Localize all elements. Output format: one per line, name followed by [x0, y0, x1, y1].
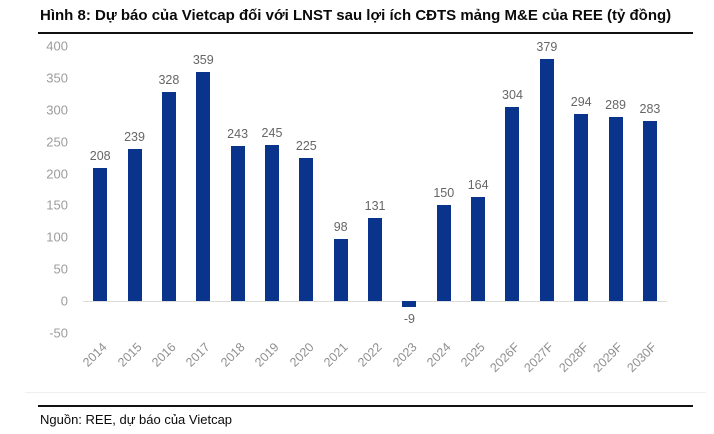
bar-value-label: 359 [192, 53, 214, 68]
bar-slot: 304 [495, 46, 529, 333]
bar [436, 205, 451, 302]
bar [608, 116, 623, 302]
x-tick-label: 2025 [458, 340, 489, 370]
x-slot: 2015 [114, 333, 151, 395]
x-tick-label: 2023 [389, 340, 420, 370]
bar-slot: 243 [220, 46, 254, 333]
bar-value-label: 131 [364, 198, 386, 213]
bar [333, 238, 348, 302]
bar-value-label: 289 [605, 97, 626, 112]
x-tick-label: 2020 [286, 340, 317, 370]
bar-slot: 379 [530, 40, 564, 333]
x-slot: 2019 [252, 333, 289, 395]
x-tick-label: 2016 [149, 340, 179, 370]
bar-value-label: 208 [89, 149, 111, 164]
x-axis-line [83, 301, 667, 303]
x-slot: 2018 [217, 333, 254, 395]
x-tick-label: 2014 [80, 340, 111, 370]
x-slot: 2022 [355, 333, 392, 395]
x-slot: 2023 [389, 333, 426, 395]
bar [642, 120, 657, 302]
bar [471, 196, 486, 302]
source-note: Nguồn: REE, dự báo của Vietcap [40, 412, 233, 427]
bar [505, 107, 520, 302]
bar [161, 91, 176, 302]
x-slot: 2016 [149, 333, 186, 395]
y-tick-label: 350 [46, 70, 68, 86]
bar-value-label: 164 [467, 177, 489, 192]
x-tick-label: 2019 [252, 340, 282, 370]
y-tick-label: 0 [60, 293, 68, 309]
y-tick-label: -50 [49, 325, 68, 341]
y-axis: 400 350 300 250 200 150 100 50 0 -50 [0, 39, 68, 341]
title-divider [38, 32, 693, 34]
bar [230, 146, 245, 302]
bar-slot: 289 [598, 46, 632, 333]
bar-slot: 164 [461, 46, 495, 333]
x-slot: 2021 [321, 333, 358, 395]
y-tick-label: 200 [46, 166, 68, 182]
bar [264, 144, 279, 302]
y-tick-label: 50 [53, 261, 68, 277]
x-tick-label: 2018 [217, 340, 248, 370]
bar-slot: 239 [117, 46, 151, 333]
x-tick-label: 2021 [321, 340, 351, 370]
bar-value-label: 239 [124, 129, 145, 144]
bar-value-label: 225 [295, 138, 317, 153]
bar-value-label: 328 [158, 72, 180, 87]
y-tick-label: 250 [46, 134, 68, 150]
bar [368, 217, 383, 302]
chart-bottom-edge [25, 392, 706, 393]
bar-slot: 283 [633, 46, 667, 333]
bar-slot: 245 [255, 46, 289, 333]
x-slot: 2017 [183, 333, 220, 395]
footer-divider [38, 405, 693, 407]
y-tick-label: 300 [46, 102, 68, 118]
y-tick-label: 400 [46, 38, 68, 54]
x-slot: 2024 [424, 333, 461, 395]
x-tick-label: 2022 [355, 340, 385, 370]
bar [539, 59, 554, 302]
x-tick-label: 2024 [424, 340, 454, 370]
bar [196, 72, 211, 302]
bar [299, 157, 314, 302]
bar-value-label: 245 [261, 125, 283, 140]
x-axis: 2014 2015 2016 2017 2018 2019 2020 2021 2022 2023… [80, 333, 667, 395]
bar-slot: 294 [564, 46, 598, 333]
x-slot: 2030F [625, 333, 667, 395]
bar-slot: 225 [289, 46, 323, 333]
bar-slot: 98 [324, 46, 358, 333]
figure-title: Hình 8: Dự báo của Vietcap đối với LNST … [40, 7, 672, 24]
bar [574, 113, 589, 302]
bar-value-label: 294 [570, 94, 592, 109]
bar-slot: 208 [83, 46, 117, 333]
bar-value-label: 150 [433, 186, 455, 201]
bar-value-label: 304 [502, 88, 523, 103]
bar-slot: -9 [392, 46, 426, 333]
bar [93, 168, 108, 302]
bar-value-label: 283 [639, 101, 661, 116]
y-tick-label: 100 [46, 229, 68, 245]
y-tick-label: 150 [46, 197, 68, 213]
bar-slot: 328 [152, 46, 186, 333]
bar-value-label: 243 [227, 127, 249, 142]
x-tick-label: 2017 [183, 340, 214, 370]
bar [127, 148, 142, 302]
bar-value-label: 98 [333, 219, 348, 234]
bar-value-label: -9 [403, 311, 415, 326]
bar-value-label: 379 [536, 40, 558, 55]
bar-slot: 131 [358, 46, 392, 333]
x-slot: 2020 [286, 333, 323, 395]
x-slot: 2014 [80, 333, 117, 395]
bar [402, 301, 417, 307]
plot-area: 208 239 328 359 243 245 225 98 131 -9 150 164 304 379… [83, 40, 667, 333]
bar-slot: 359 [186, 46, 220, 333]
x-tick-label: 2015 [114, 340, 145, 370]
bar-slot: 150 [427, 46, 461, 333]
